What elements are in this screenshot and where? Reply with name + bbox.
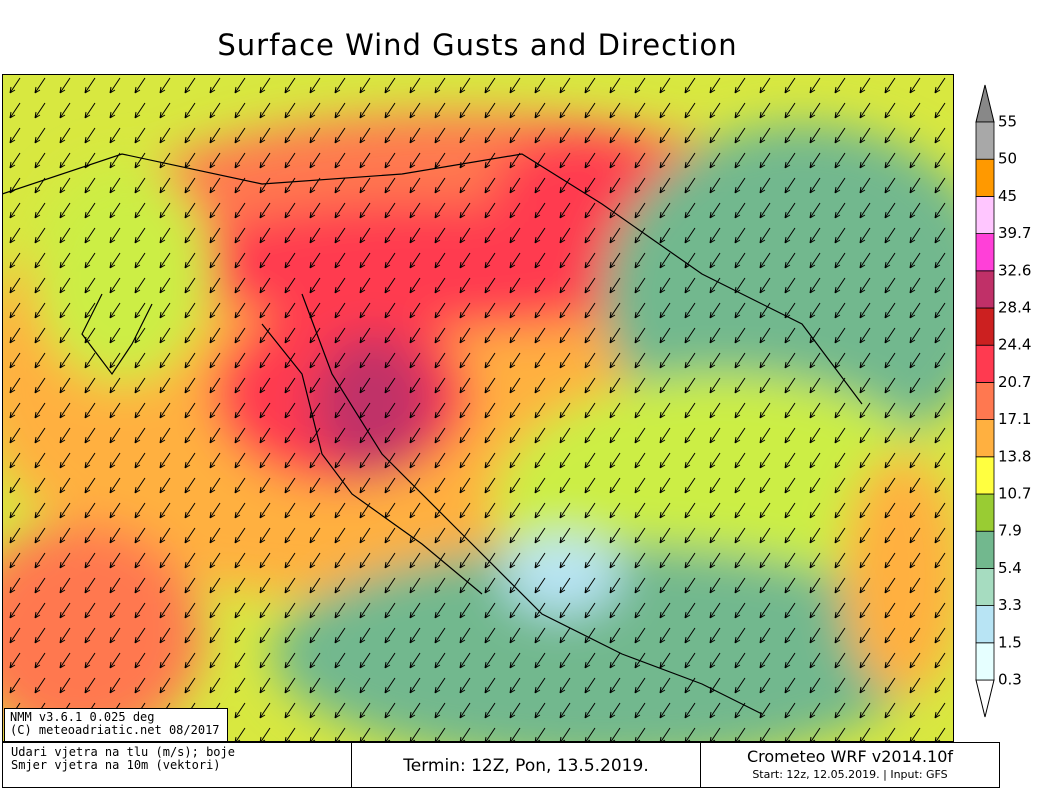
legend-swatch [975, 605, 995, 644]
legend-label: 24.4 [998, 336, 1031, 354]
legend-label: 32.6 [998, 261, 1031, 279]
legend-label: 7.9 [998, 522, 1022, 540]
model-info: NMM v3.6.1 0.025 deg (C) meteoadriatic.n… [4, 708, 228, 742]
wind-map [2, 74, 954, 742]
legend-label: 0.3 [998, 671, 1022, 689]
color-legend: 0.3 1.5 3.3 5.4 7.9 10.7 13.8 17.1 20.7 24.4 28.4 3… [975, 84, 1031, 718]
wind-vectors [2, 74, 954, 742]
legend-label: 17.1 [998, 410, 1031, 428]
legend-label: 3.3 [998, 596, 1022, 614]
caption-line: Smjer vjetra na 10m (vektori) [11, 758, 221, 772]
map-frame [2, 74, 954, 742]
legend-label: 20.7 [998, 373, 1031, 391]
legend-label: 1.5 [998, 633, 1022, 651]
legend-swatch [975, 158, 995, 197]
caption: Udari vjetra na tlu (m/s); boje Smjer vj… [2, 742, 352, 788]
legend-label: 5.4 [998, 559, 1022, 577]
legend-label: 39.7 [998, 224, 1031, 242]
legend-swatch [975, 196, 995, 235]
model-start: Start: 12z, 12.05.2019. | Input: GFS [752, 768, 948, 781]
legend-swatch [975, 493, 995, 532]
legend-label: 55 [998, 113, 1017, 131]
legend-swatch [975, 233, 995, 272]
legend-swatch [975, 344, 995, 383]
model-info-line: (C) meteoadriatic.net 08/2017 [10, 723, 220, 737]
legend-label: 45 [998, 187, 1017, 205]
legend-label: 10.7 [998, 485, 1031, 503]
run-time: Termin: 12Z, Pon, 13.5.2019. [351, 742, 701, 788]
legend-swatch [975, 121, 995, 160]
legend-swatch [975, 567, 995, 606]
legend-swatch [975, 307, 995, 346]
model-info-line: NMM v3.6.1 0.025 deg [10, 710, 155, 724]
legend-swatch [975, 419, 995, 458]
map-title: Surface Wind Gusts and Direction [217, 28, 738, 62]
caption-line: Udari vjetra na tlu (m/s); boje [11, 745, 235, 759]
legend-swatch [975, 642, 995, 681]
legend-swatch [975, 270, 995, 309]
legend-label: 13.8 [998, 447, 1031, 465]
legend-label: 50 [998, 150, 1017, 168]
legend-label: 28.4 [998, 299, 1031, 317]
legend-swatch [975, 530, 995, 569]
legend-top-cap [975, 84, 995, 123]
legend-swatch [975, 381, 995, 420]
legend-swatch [975, 456, 995, 495]
legend-bottom-cap [975, 679, 995, 718]
model-box: Crometeo WRF v2014.10f Start: 12z, 12.05… [700, 742, 1000, 788]
model-name: Crometeo WRF v2014.10f [746, 747, 954, 766]
